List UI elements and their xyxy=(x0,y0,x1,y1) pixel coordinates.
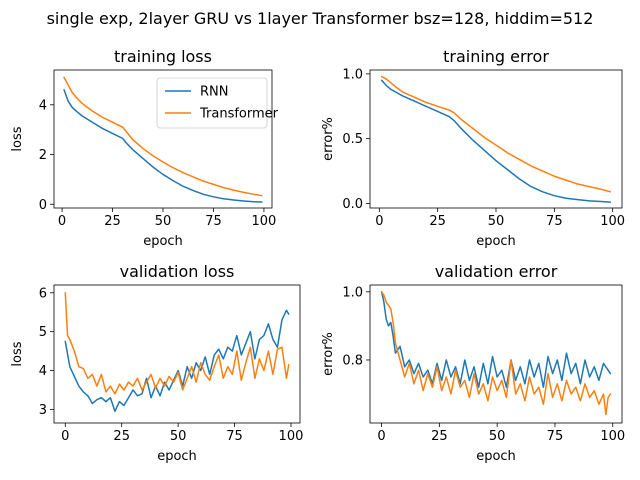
series-line-rnn xyxy=(63,89,263,203)
subplot-title: validation loss xyxy=(120,262,235,281)
subplot-title: training error xyxy=(443,47,549,66)
y-tick-label: 0.8 xyxy=(342,353,363,368)
x-tick-label: 25 xyxy=(104,214,121,229)
x-tick-label: 100 xyxy=(600,214,625,229)
x-tick-label: 50 xyxy=(488,214,505,229)
y-tick-label: 0.5 xyxy=(342,132,363,147)
subplot-1: 0 25 50 75 100 0 2 4 training loss epoch loss RNN Tr… xyxy=(10,47,279,249)
y-tick-label: 3 xyxy=(39,403,47,418)
subplot-4: 0 25 50 75 100 0.8 1.0 validation error epoch err… xyxy=(321,262,625,464)
axes-frame xyxy=(369,284,623,424)
subplot-3: 0 25 50 75 100 3 4 5 6 validation loss epoch loss xyxy=(10,262,303,464)
y-tick-label: 0 xyxy=(39,198,47,213)
series-line-rnn xyxy=(380,79,612,203)
series-line-transformer xyxy=(380,75,612,193)
series-line-rnn xyxy=(64,309,290,413)
x-tick-label: 25 xyxy=(431,429,448,444)
x-tick-label: 0 xyxy=(375,214,383,229)
x-tick-label: 0 xyxy=(58,214,66,229)
legend-label-transformer: Transformer xyxy=(199,107,279,122)
x-tick-label: 75 xyxy=(205,214,222,229)
x-tick-label: 0 xyxy=(61,429,69,444)
y-tick-label: 2 xyxy=(39,148,47,163)
subplot-title: training loss xyxy=(114,47,212,66)
y-tick-label: 0.0 xyxy=(342,197,363,212)
x-tick-label: 50 xyxy=(489,429,506,444)
x-tick-label: 50 xyxy=(155,214,172,229)
y-tick-label: 4 xyxy=(39,364,47,379)
subplot-title: validation error xyxy=(435,262,558,281)
x-tick-label: 100 xyxy=(600,429,625,444)
x-tick-label: 0 xyxy=(377,429,385,444)
x-tick-label: 25 xyxy=(429,214,446,229)
axes-frame xyxy=(53,284,301,424)
x-axis-label: epoch xyxy=(476,449,516,464)
x-tick-label: 75 xyxy=(547,429,564,444)
y-tick-label: 1.0 xyxy=(342,67,363,82)
y-tick-label: 4 xyxy=(39,98,47,113)
x-tick-label: 50 xyxy=(170,429,187,444)
x-tick-label: 75 xyxy=(546,214,563,229)
x-axis-label: epoch xyxy=(476,234,516,249)
legend-label-rnn: RNN xyxy=(200,85,228,100)
series-line-transformer xyxy=(64,292,290,395)
y-tick-label: 1.0 xyxy=(342,285,363,300)
y-axis-label: error% xyxy=(321,332,336,376)
x-axis-label: epoch xyxy=(157,449,197,464)
series-line-transformer xyxy=(63,76,263,197)
series-line-rnn xyxy=(380,291,612,388)
x-tick-label: 75 xyxy=(226,429,243,444)
subplot-2: 0 25 50 75 100 0.0 0.5 1.0 training error epoch er… xyxy=(321,47,625,249)
series-line-transformer xyxy=(380,291,612,416)
x-tick-label: 100 xyxy=(279,429,304,444)
figure-suptitle: single exp, 2layer GRU vs 1layer Transfo… xyxy=(47,9,594,28)
y-axis-label: error% xyxy=(321,117,336,161)
x-tick-label: 100 xyxy=(252,214,277,229)
y-tick-label: 5 xyxy=(39,325,47,340)
y-axis-label: loss xyxy=(10,341,25,366)
legend: RNN Transformer xyxy=(156,77,279,129)
x-axis-label: epoch xyxy=(143,234,183,249)
y-tick-label: 6 xyxy=(39,286,47,301)
y-axis-label: loss xyxy=(10,126,25,151)
x-tick-label: 25 xyxy=(113,429,130,444)
